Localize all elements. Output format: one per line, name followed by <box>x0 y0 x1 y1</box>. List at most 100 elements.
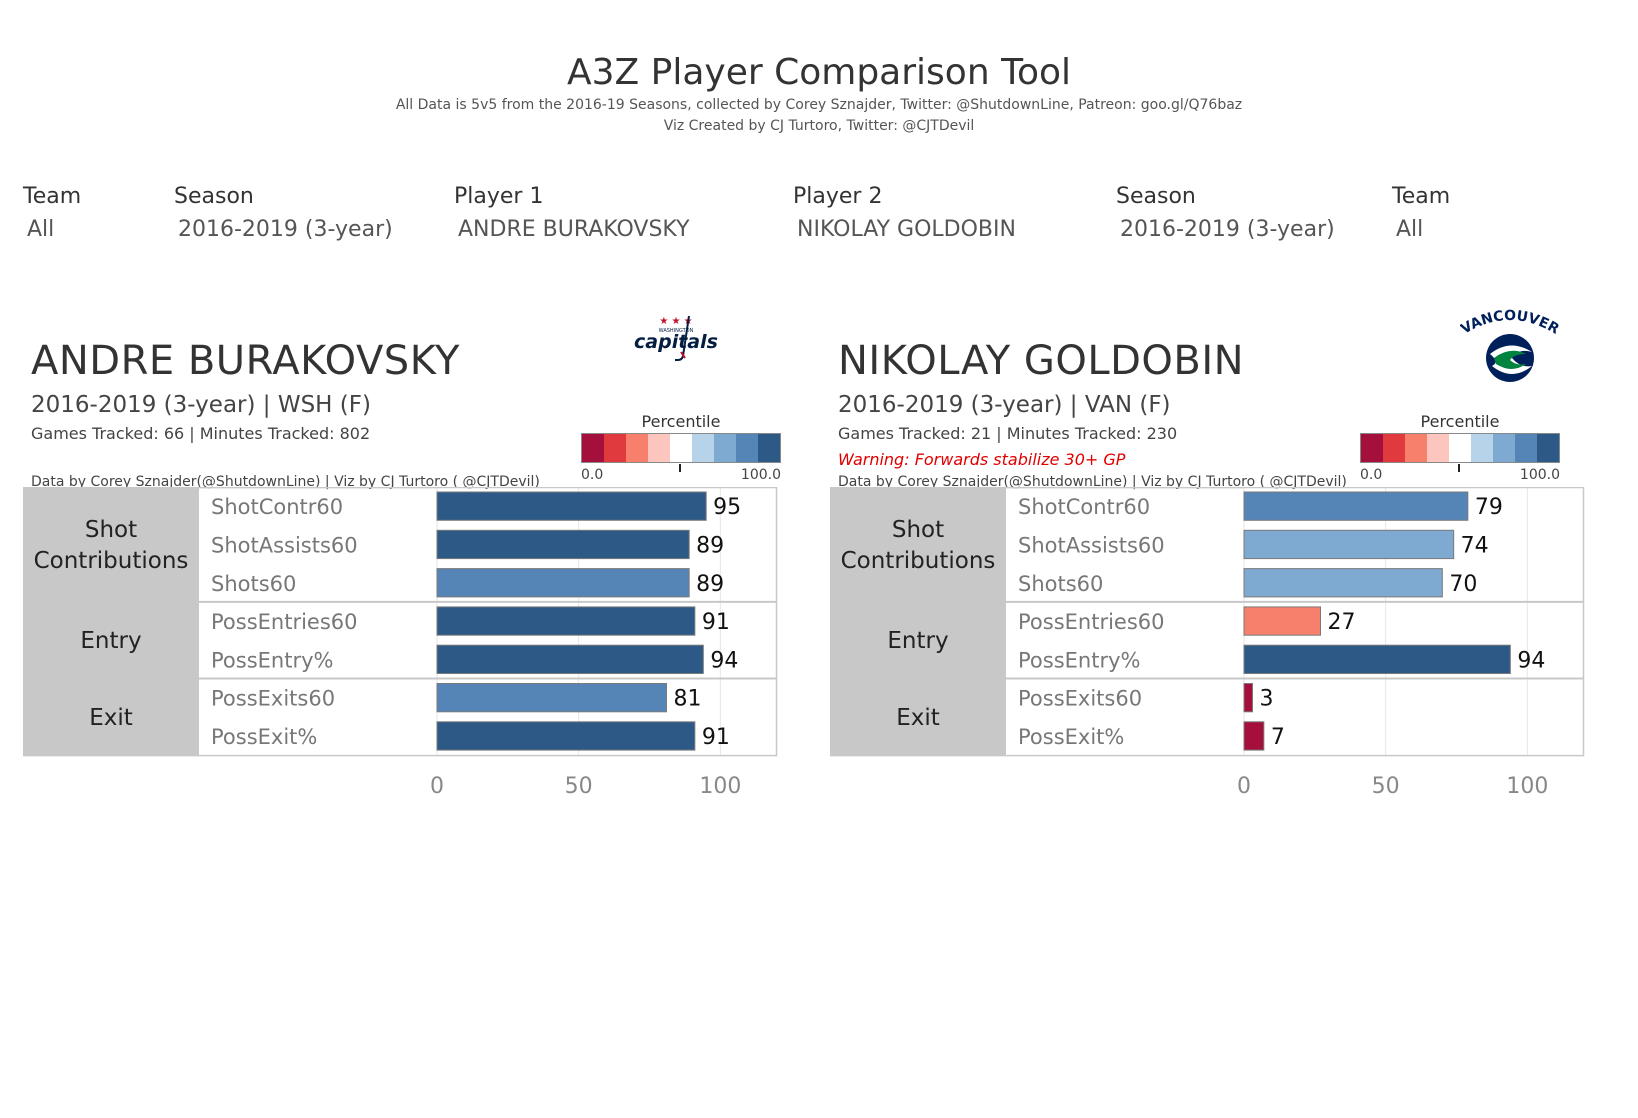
filter-player-1[interactable]: Player 1 ANDRE BURAKOVSKY <box>454 184 690 242</box>
bar-value-label: 3 <box>1260 687 1274 712</box>
svg-text:VANCOUVER: VANCOUVER <box>1460 308 1560 338</box>
svg-text:★ ★ ★: ★ ★ ★ <box>659 316 692 327</box>
filter-value[interactable]: 2016-2019 (3-year) <box>1120 217 1335 242</box>
metric-label: PossExits60 <box>211 687 335 711</box>
bar-value-label: 95 <box>713 495 741 520</box>
logo-subtext: WASHINGTON <box>659 328 694 334</box>
player-panel-1: ANDRE BURAKOVSKY 2016-2019 (3-year) | WS… <box>23 300 818 820</box>
legend-swatch <box>758 434 780 462</box>
group-header-column <box>830 487 1006 756</box>
bar-value-label: 81 <box>674 687 702 712</box>
bar <box>1243 644 1511 674</box>
group-label: Entry <box>887 628 948 654</box>
x-tick-label: 0 <box>1237 774 1251 799</box>
legend-max: 100.0 <box>740 467 781 483</box>
metric-label: Shots60 <box>211 572 296 596</box>
filter-team-2[interactable]: Team All <box>1392 184 1450 242</box>
metric-label: PossEntry% <box>211 648 333 672</box>
bar <box>436 529 690 560</box>
chart-player-1: Shot Contributions ShotContr60 95 ShotAssist… <box>23 487 778 799</box>
chart-player-2: Shot Contributions ShotContr60 79 ShotAssist… <box>830 487 1585 799</box>
bar-value-label: 74 <box>1461 533 1489 558</box>
bar <box>1243 529 1455 560</box>
legend-color-bar <box>581 433 781 463</box>
player-credit: Data by Corey Sznajder(@ShutdownLine) | … <box>31 474 540 490</box>
x-tick-label: 0 <box>430 774 444 799</box>
legend-swatch <box>604 434 626 462</box>
player-season-team: 2016-2019 (3-year) | WSH (F) <box>31 392 371 418</box>
page-title: A3Z Player Comparison Tool <box>566 52 1072 93</box>
metric-label: ShotContr60 <box>211 495 343 519</box>
bar <box>436 568 690 598</box>
bar-value-label: 79 <box>1475 495 1503 520</box>
filter-label: Player 2 <box>793 184 883 209</box>
canucks-logo-icon: VANCOUVER <box>1458 302 1562 390</box>
player-season-team: 2016-2019 (3-year) | VAN (F) <box>838 392 1171 418</box>
filter-label: Team <box>23 184 82 209</box>
filter-label: Season <box>174 184 254 209</box>
player-name: NIKOLAY GOLDOBIN <box>838 338 1245 384</box>
bar-value-label: 94 <box>1517 648 1545 673</box>
legend-swatch <box>670 434 692 462</box>
filter-value[interactable]: 2016-2019 (3-year) <box>178 217 393 242</box>
percentile-legend: Percentile 0.0 100.0 <box>581 412 781 483</box>
filter-team-1[interactable]: Team All <box>23 184 81 242</box>
filter-value[interactable]: ANDRE BURAKOVSKY <box>458 217 690 242</box>
legend-swatch <box>736 434 758 462</box>
group-label: Contributions <box>34 548 189 574</box>
page-credit: Viz Created by CJ Turtoro, Twitter: @CJT… <box>663 118 975 134</box>
filter-value[interactable]: All <box>1396 217 1424 242</box>
filter-value[interactable]: All <box>27 217 55 242</box>
metric-label: Shots60 <box>1018 572 1103 596</box>
filter-value[interactable]: NIKOLAY GOLDOBIN <box>797 217 1016 242</box>
legend-swatch <box>1537 434 1559 462</box>
legend-swatch <box>1449 434 1471 462</box>
player-tracked: Games Tracked: 66 | Minutes Tracked: 802 <box>31 424 371 443</box>
metric-label: PossExit% <box>1018 725 1124 749</box>
metric-label: PossExits60 <box>1018 687 1142 711</box>
bar-value-label: 91 <box>702 610 730 635</box>
bar-value-label: 7 <box>1271 725 1285 750</box>
legend-swatch <box>1493 434 1515 462</box>
player-warning: Warning: Forwards stabilize 30+ GP <box>838 450 1126 469</box>
filter-player-2[interactable]: Player 2 NIKOLAY GOLDOBIN <box>793 184 1016 242</box>
bar <box>436 491 707 521</box>
legend-swatch <box>648 434 670 462</box>
percentile-legend: Percentile 0.0 100.0 <box>1360 412 1560 483</box>
group-label: Contributions <box>841 548 996 574</box>
legend-title: Percentile <box>641 412 721 431</box>
legend-max: 100.0 <box>1519 467 1560 483</box>
legend-midpoint-tick <box>679 464 681 472</box>
filter-label: Team <box>1392 184 1451 209</box>
metric-label: ShotAssists60 <box>1018 533 1165 557</box>
capitals-logo-icon: ★ ★ ★ WASHINGTON capitals <box>631 308 721 368</box>
group-label: Shot <box>85 517 137 543</box>
legend-swatch <box>714 434 736 462</box>
legend-swatch <box>1471 434 1493 462</box>
legend-color-bar <box>1360 433 1560 463</box>
x-tick-label: 100 <box>699 774 741 799</box>
bar <box>436 683 667 713</box>
bar <box>1243 721 1265 751</box>
player-tracked: Games Tracked: 21 | Minutes Tracked: 230 <box>838 424 1178 443</box>
group-label: Exit <box>896 705 940 731</box>
bar <box>1243 491 1469 521</box>
filter-season-1[interactable]: Season 2016-2019 (3-year) <box>174 184 393 242</box>
bar-value-label: 89 <box>696 533 724 558</box>
legend-min: 0.0 <box>581 467 604 483</box>
x-tick-label: 50 <box>1372 774 1400 799</box>
legend-swatch <box>1405 434 1427 462</box>
legend-title: Percentile <box>1420 412 1500 431</box>
bar-value-label: 27 <box>1328 610 1356 635</box>
group-label: Entry <box>80 628 141 654</box>
group-label: Exit <box>89 705 133 731</box>
bar <box>436 721 696 751</box>
bar <box>436 606 696 636</box>
legend-midpoint-tick <box>1458 464 1460 472</box>
filter-season-2[interactable]: Season 2016-2019 (3-year) <box>1116 184 1335 242</box>
filter-label: Season <box>1116 184 1196 209</box>
legend-swatch <box>582 434 604 462</box>
group-label: Shot <box>892 517 944 543</box>
group-header-column <box>23 487 199 756</box>
legend-swatch <box>1383 434 1405 462</box>
